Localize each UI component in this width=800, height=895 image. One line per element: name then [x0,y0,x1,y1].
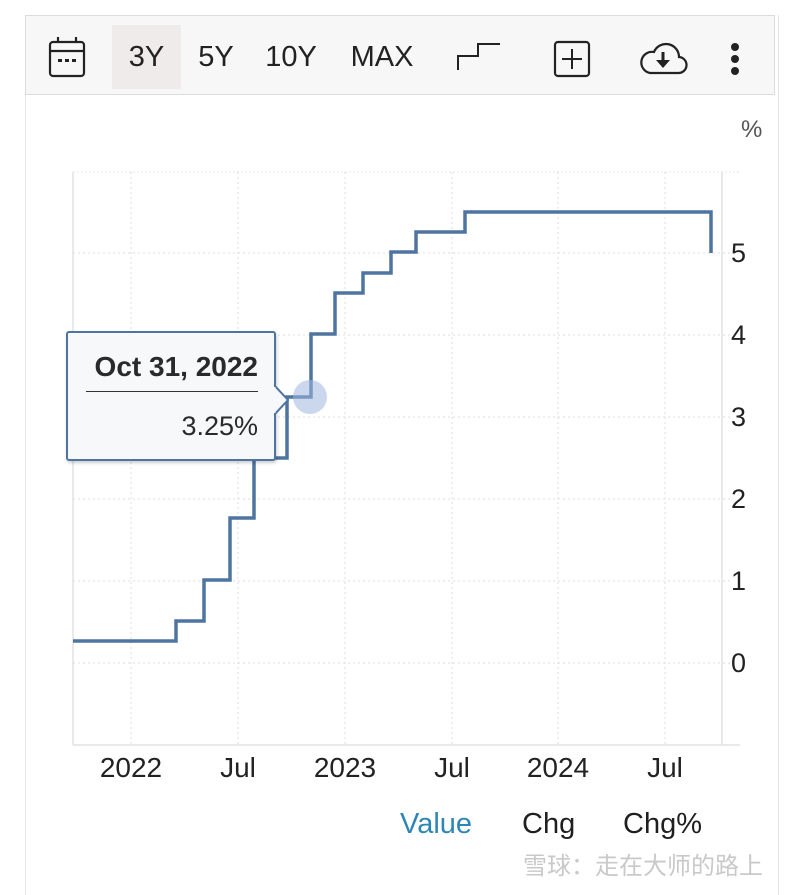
range-5y-button[interactable]: 5Y [198,40,234,73]
range-10y-button[interactable]: 10Y [265,40,317,73]
calendar-icon[interactable] [48,36,86,78]
step-line-icon[interactable] [456,42,502,72]
tab-chg[interactable]: Chg [522,808,576,840]
chart-toolbar: 3Y 5Y 10Y MAX [25,15,775,95]
svg-text:4: 4 [731,320,746,350]
plus-box-icon[interactable] [553,40,591,78]
watermark-text: 雪球：走在大师的路上 [523,853,763,880]
svg-text:Jul: Jul [220,752,256,783]
data-tooltip: Oct 31, 2022 3.25% [66,331,290,461]
tab-chg-percent[interactable]: Chg% [623,808,702,840]
tab-value[interactable]: Value [400,808,473,840]
tooltip-pointer [274,385,290,415]
vertical-dots-icon[interactable] [729,42,741,76]
x-tick-labels: 2022 Jul 2023 Jul 2024 Jul [100,752,683,783]
svg-text:2023: 2023 [314,752,376,783]
tooltip-date: Oct 31, 2022 [94,351,258,382]
tooltip-value: 3.25% [181,411,258,441]
y-tick-labels: 5 4 3 2 1 0 [731,238,746,678]
svg-text:5: 5 [731,238,746,268]
range-3y-button[interactable]: 3Y [112,25,181,89]
hover-point-marker[interactable] [293,380,327,414]
value-step-line [73,210,713,643]
range-max-button[interactable]: MAX [350,40,414,73]
svg-text:Jul: Jul [434,752,470,783]
svg-text:3: 3 [731,402,746,432]
svg-text:Jul: Jul [647,752,683,783]
svg-text:2: 2 [731,484,746,514]
svg-text:0: 0 [731,648,746,678]
svg-text:2022: 2022 [100,752,162,783]
svg-text:1: 1 [731,566,746,596]
y-axis-unit-label: % [741,116,763,143]
cloud-download-icon[interactable] [638,40,688,76]
chart-panel [25,15,779,895]
tooltip-divider [86,391,258,392]
svg-text:2024: 2024 [527,752,589,783]
